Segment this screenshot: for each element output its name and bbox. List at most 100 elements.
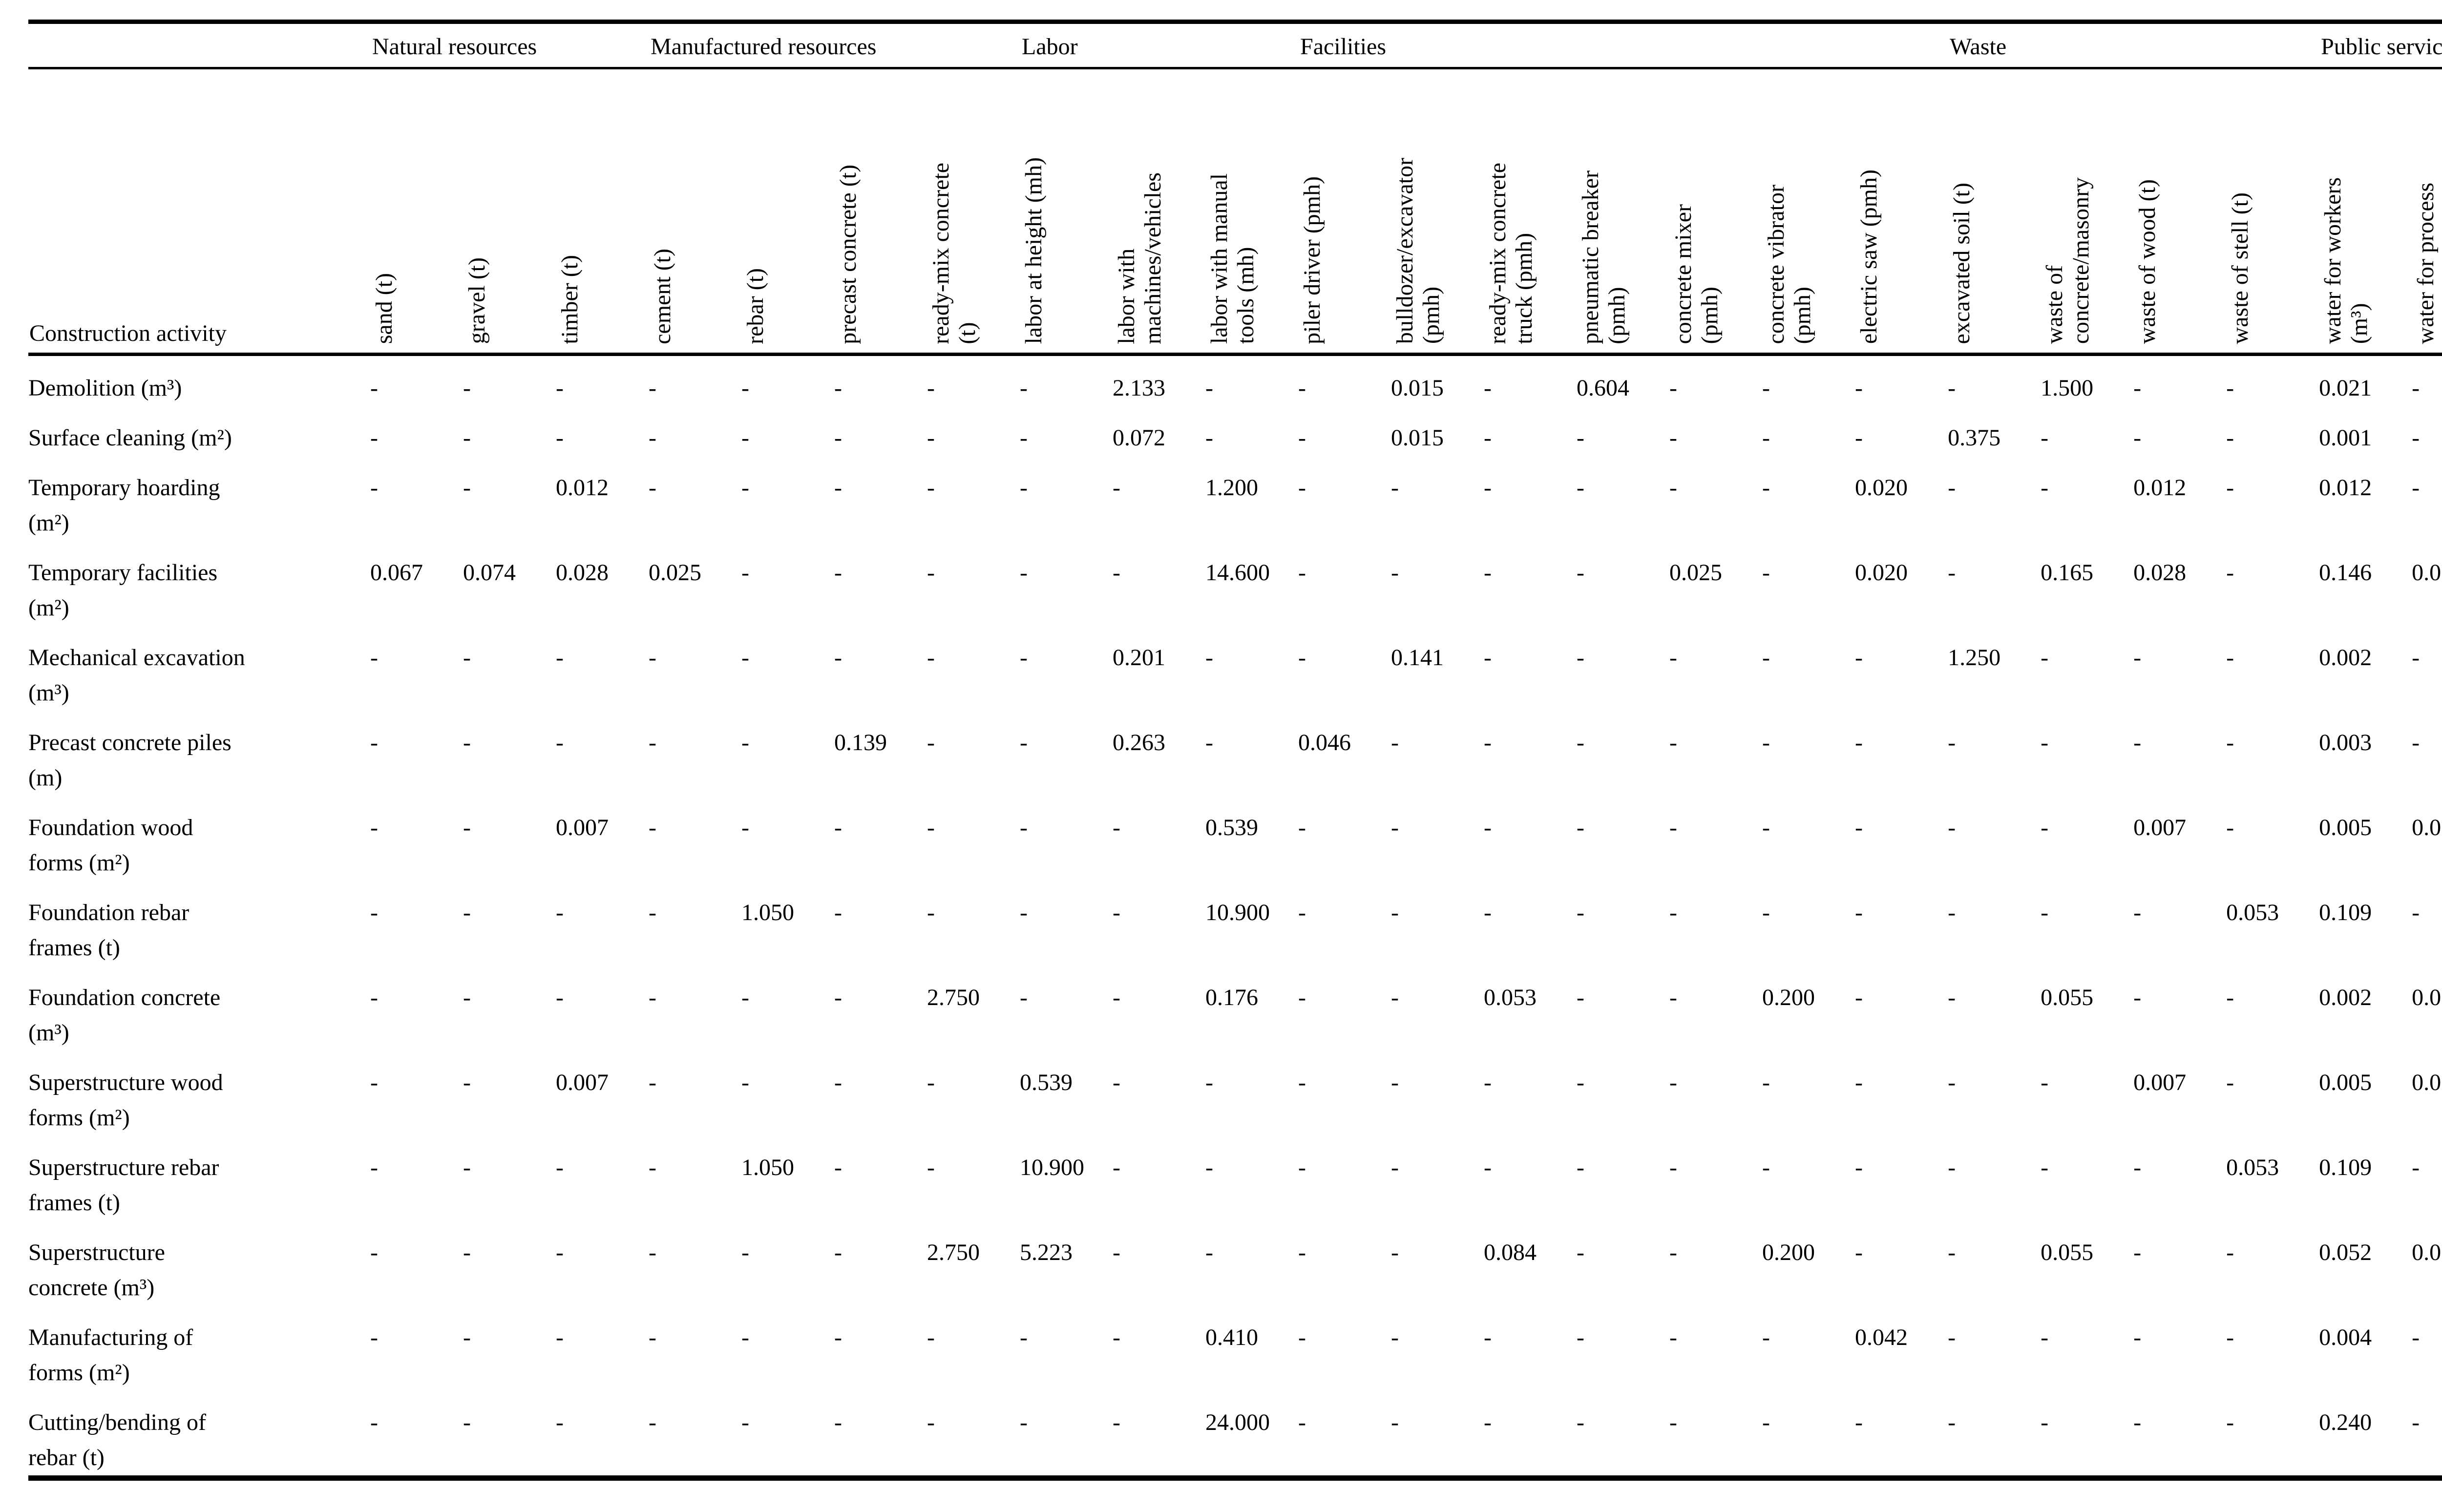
cell-labor-with: 0.263 <box>1113 729 1166 756</box>
cell-labor-with: 0.072 <box>1113 424 1166 451</box>
cell-labor-with: - <box>1113 1154 1121 1180</box>
cell-concrete-vibrator: - <box>1762 1069 1770 1095</box>
cell-pneumatic-breaker: - <box>1577 644 1585 671</box>
cell-electric-saw-pmh: 0.020 <box>1855 559 1908 586</box>
cell-electric-saw-pmh: - <box>1855 984 1863 1010</box>
cell-sand-t: - <box>370 644 378 671</box>
cell-water-for-process: - <box>2412 375 2420 401</box>
cell-piler-driver-pmh: - <box>1298 424 1306 451</box>
group-header-manufactured-resources: Manufactured resources <box>649 21 1020 69</box>
cell-labor-with-manual: - <box>1205 1239 1214 1265</box>
cell-bulldozer-excavator: - <box>1391 729 1399 756</box>
table-row-superstructure-wood-forms-m: Superstructure wood forms (m²) - - 0.007 - - -… <box>28 1050 2442 1135</box>
cell-labor-with: - <box>1113 474 1121 501</box>
cell-bulldozer-excavator: - <box>1391 1324 1399 1350</box>
cell-concrete-mixer: - <box>1669 984 1678 1010</box>
cell-water-for-process: - <box>2412 1154 2420 1180</box>
cell-timber-t: - <box>556 729 564 756</box>
cell-bulldozer-excavator: - <box>1391 1154 1399 1180</box>
cell-waste-of: 0.165 <box>2041 559 2094 586</box>
cell-ready-mix-concrete: - <box>927 1324 935 1350</box>
cell-pneumatic-breaker: - <box>1577 1154 1585 1180</box>
cell-waste-of-wood-t: 0.007 <box>2133 814 2187 840</box>
cell-rebar-t: - <box>741 729 749 756</box>
cell-excavated-soil-t: - <box>1948 984 1956 1010</box>
cell-cement-t: - <box>649 984 656 1010</box>
cell-bulldozer-excavator: 0.015 <box>1391 424 1444 451</box>
group-header-public-services: Public services <box>2319 21 2442 69</box>
cell-ready-mix-concrete: - <box>1484 424 1492 451</box>
col-header-timber-t: timber (t) <box>556 68 649 356</box>
cell-labor-at-height-mh: 10.900 <box>1020 1154 1085 1180</box>
table-row-temporary-hoarding-m: Temporary hoarding (m²) - - 0.012 - - - - - - 1.20… <box>28 456 2442 541</box>
row-label: Temporary hoarding (m²) <box>28 474 220 536</box>
cell-ready-mix-concrete: - <box>1484 1324 1492 1350</box>
cell-waste-of: - <box>2041 644 2049 671</box>
cell-ready-mix-concrete: - <box>1484 814 1492 840</box>
cell-water-for-process: 0.007 <box>2412 1239 2442 1265</box>
cell-labor-with-manual: 24.000 <box>1205 1409 1270 1435</box>
cell-ready-mix-concrete: - <box>927 1409 935 1435</box>
cell-ready-mix-concrete: - <box>927 644 935 671</box>
cell-pneumatic-breaker: - <box>1577 1409 1585 1435</box>
cell-timber-t: - <box>556 644 564 671</box>
cell-sand-t: - <box>370 729 378 756</box>
cell-waste-of: - <box>2041 1409 2049 1435</box>
table-body: Demolition (m³) - - - - - - - - 2.133 - - 0.015 - 0.60… <box>28 354 2442 1478</box>
cell-gravel-t: - <box>463 899 471 925</box>
cell-labor-with-manual: 0.410 <box>1205 1324 1259 1350</box>
cell-rebar-t: - <box>741 984 749 1010</box>
col-header-precast-concrete-t: precast concrete (t) <box>834 68 927 356</box>
cell-waste-of-wood-t: - <box>2133 984 2142 1010</box>
cell-cement-t: - <box>649 1069 656 1095</box>
cell-excavated-soil-t: 1.250 <box>1948 644 2001 671</box>
cell-concrete-mixer: - <box>1669 814 1678 840</box>
col-header-concrete-vibrator-pmh: concrete vibrator (pmh) <box>1762 68 1855 356</box>
cell-waste-of: - <box>2041 729 2049 756</box>
rotated-col-label: water for process (m³) <box>2413 183 2442 344</box>
cell-ready-mix-concrete: - <box>927 1069 935 1095</box>
rotated-col-label: ready-mix concrete (t) <box>928 162 980 344</box>
rotated-col-label: pneumatic breaker (pmh) <box>1578 170 1630 344</box>
cell-excavated-soil-t: 0.375 <box>1948 424 2001 451</box>
cell-excavated-soil-t: - <box>1948 1069 1956 1095</box>
cell-rebar-t: - <box>741 1409 749 1435</box>
cell-waste-of: - <box>2041 424 2049 451</box>
cell-waste-of-wood-t: - <box>2133 729 2142 756</box>
cell-electric-saw-pmh: - <box>1855 1069 1863 1095</box>
table-row-superstructure-rebar-frames-t: Superstructure rebar frames (t) - - - - 1.050… <box>28 1135 2442 1220</box>
cell-water-for-workers: 0.012 <box>2319 474 2372 501</box>
col-header-excavated-soil-t: excavated soil (t) <box>1948 68 2041 356</box>
cell-timber-t: - <box>556 984 564 1010</box>
cell-water-for-process: - <box>2412 424 2420 451</box>
cell-precast-concrete-t: - <box>834 1409 842 1435</box>
cell-water-for-workers: 0.001 <box>2319 424 2372 451</box>
cell-timber-t: - <box>556 899 564 925</box>
cell-pneumatic-breaker: - <box>1577 814 1585 840</box>
cell-concrete-mixer: - <box>1669 1154 1678 1180</box>
cell-ready-mix-concrete: - <box>927 559 935 586</box>
cell-electric-saw-pmh: - <box>1855 375 1863 401</box>
cell-electric-saw-pmh: - <box>1855 814 1863 840</box>
cell-labor-with: - <box>1113 559 1121 586</box>
cell-precast-concrete-t: - <box>834 1324 842 1350</box>
rotated-col-label: rebar (t) <box>742 268 769 344</box>
row-label: Superstructure rebar frames (t) <box>28 1154 219 1216</box>
cell-cement-t: - <box>649 424 656 451</box>
cell-piler-driver-pmh: - <box>1298 644 1306 671</box>
cell-concrete-mixer: - <box>1669 1324 1678 1350</box>
cell-precast-concrete-t: - <box>834 814 842 840</box>
cell-water-for-workers: 0.021 <box>2319 375 2372 401</box>
rotated-col-label: precast concrete (t) <box>835 164 862 344</box>
cell-pneumatic-breaker: - <box>1577 1239 1585 1265</box>
col-header-cement-t: cement (t) <box>649 68 742 356</box>
cell-electric-saw-pmh: - <box>1855 1409 1863 1435</box>
row-label: Superstructure wood forms (m²) <box>28 1069 223 1131</box>
table-header: Natural resources Manufactured resources L… <box>28 21 2442 356</box>
cell-water-for-process: - <box>2412 1324 2420 1350</box>
cell-sand-t: - <box>370 375 378 401</box>
cell-electric-saw-pmh: - <box>1855 1239 1863 1265</box>
cell-ready-mix-concrete: - <box>1484 1409 1492 1435</box>
cell-precast-concrete-t: - <box>834 375 842 401</box>
table-row-foundation-concrete-m: Foundation concrete (m³) - - - - - - 2.750 - - 0.1… <box>28 966 2442 1050</box>
